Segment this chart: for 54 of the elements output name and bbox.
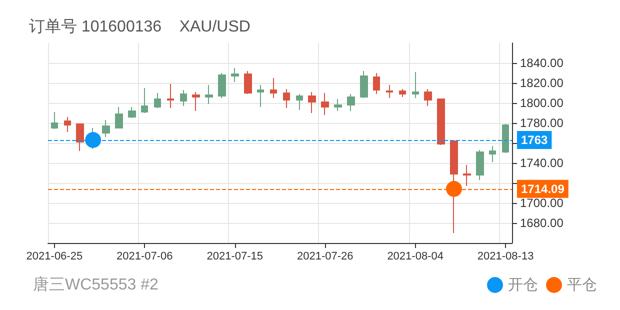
candlestick [192,92,200,112]
candlestick [141,88,148,114]
candlestick [51,112,58,130]
candlestick [450,140,458,234]
x-tick-label: 2021-08-04 [387,250,444,262]
y-tick-label: 1780.00 [520,116,564,130]
candlestick [399,88,406,98]
legend-label: 开仓 [508,276,538,294]
candlestick [283,88,290,108]
candlestick [154,92,161,108]
candlestick [180,90,187,106]
candlestick [463,164,471,186]
candlestick [270,78,277,98]
candlestick [102,120,110,138]
candlestick [424,88,432,106]
candlestick [476,150,484,180]
candlestick [115,106,123,128]
candlestick [64,116,71,132]
candlestick [334,98,342,112]
y-tick-label: 1800.00 [520,96,564,110]
candlestick [502,124,509,154]
y-tick-label: 1680.00 [520,216,564,230]
candlestick [386,84,393,98]
y-tick-label: 1700.00 [520,196,564,210]
candlestick [218,72,226,98]
x-tick-label: 2021-07-06 [116,250,173,262]
x-tick-label: 2021-07-15 [206,250,264,262]
candlestick [257,84,264,108]
candlestick [128,106,136,118]
chart-title: 订单号 101600136 XAU/USD [29,18,250,36]
x-tick-label: 2021-08-13 [477,250,534,262]
candlestick [373,72,380,94]
candlestick [360,70,368,98]
candlestick [437,98,445,146]
candlestick [412,72,419,98]
y-tick-label: 1840.00 [520,56,564,70]
candlestick [167,84,174,108]
candlestick [489,146,496,162]
text: 唐三WC55553 #2 [33,276,158,294]
y-tick-label: 1740.00 [520,156,564,170]
ref-line-label: 1714.09 [521,182,565,196]
candlestick [205,84,213,104]
candlestick [231,68,239,82]
x-tick-label: 2021-06-25 [26,250,83,262]
x-tick-label: 2021-07-26 [296,250,354,262]
candlestick [244,70,252,94]
candlestick [308,92,316,114]
candlestick [296,94,303,110]
candlestick [347,94,355,112]
ref-line-label: 1763 [521,133,548,147]
legend-label: 平仓 [567,276,597,294]
candlestick [321,92,329,116]
candlestick [76,124,84,152]
y-tick-label: 1820.00 [520,76,564,90]
